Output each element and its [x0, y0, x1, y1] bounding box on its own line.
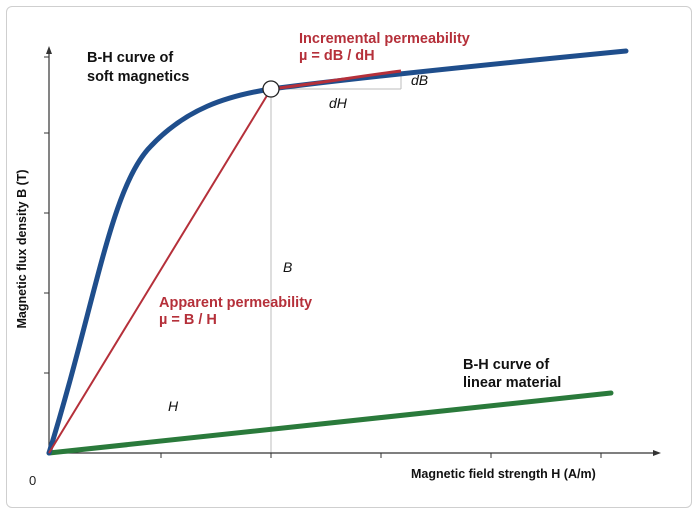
- linear-material-curve: [46, 390, 614, 456]
- h-label: H: [168, 398, 179, 414]
- b-label: B: [283, 259, 292, 275]
- db-label: dB: [411, 72, 428, 88]
- operating-point-marker: [262, 80, 280, 98]
- y-axis-ticks: [44, 56, 49, 374]
- incremental-permeability-formula: µ = dB / dH: [299, 48, 375, 64]
- x-axis-arrowhead: [653, 450, 661, 456]
- linear-curve-label-line1: B-H curve of: [463, 357, 549, 373]
- origin-label: 0: [29, 473, 36, 488]
- soft-curve-label-line1: B-H curve of: [87, 50, 173, 66]
- dh-label: dH: [329, 95, 348, 111]
- y-axis-arrowhead: [46, 46, 52, 54]
- apparent-permeability-label: Apparent permeability: [159, 295, 312, 311]
- y-axis-label: Magnetic flux density B (T): [15, 169, 29, 328]
- bh-curve-figure: 0 Magnetic flux density B (T) Magnetic f…: [6, 6, 692, 508]
- apparent-permeability-line: [48, 88, 272, 454]
- soft-curve-label-line2: soft magnetics: [87, 69, 189, 85]
- apparent-permeability-formula: µ = B / H: [159, 312, 217, 328]
- soft-magnetics-curve: [46, 48, 629, 456]
- incremental-permeability-segment: [270, 69, 402, 91]
- incremental-permeability-label: Incremental permeability: [299, 31, 470, 47]
- x-axis-ticks: [160, 453, 602, 458]
- linear-curve-label-line2: linear material: [463, 375, 561, 391]
- x-axis-label: Magnetic field strength H (A/m): [411, 467, 596, 481]
